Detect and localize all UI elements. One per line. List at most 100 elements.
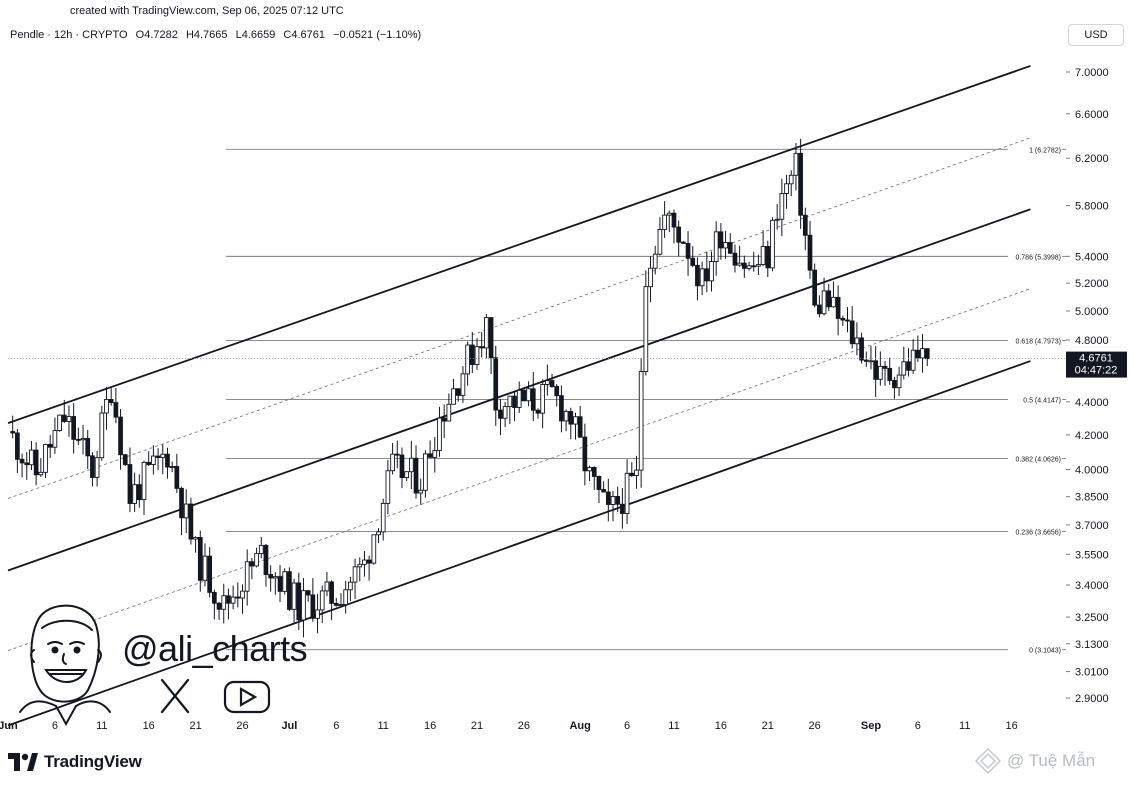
candle <box>230 585 236 610</box>
candle-body-down <box>676 226 682 243</box>
candle <box>399 447 405 489</box>
candle-body-down <box>75 438 81 441</box>
candle-body-up <box>563 411 569 422</box>
candle <box>610 490 616 522</box>
candle-body-down <box>263 544 269 575</box>
candle <box>418 478 424 505</box>
fib-label: 0.618 (4.7973) <box>1015 338 1061 345</box>
candle <box>601 481 606 493</box>
time-axis[interactable]: Jun 6 11 16 21 26 Jul 6 11 16 21 26 Aug 6 11 16 21 26 Sep 6… <box>0 720 1018 732</box>
candle-body-up <box>666 212 672 216</box>
candle <box>741 255 747 278</box>
candle-body-down <box>751 265 757 268</box>
date-tick-label: Jun <box>0 720 18 732</box>
price-tick-label: 3.4000 <box>1075 580 1109 592</box>
candle <box>136 474 142 508</box>
candle-body-down <box>671 212 677 228</box>
candle-body-down <box>174 466 180 489</box>
candle-body-up <box>896 374 902 389</box>
tradingview-brand[interactable]: TradingView <box>8 752 142 772</box>
price-tick-label: 5.4000 <box>1075 251 1109 263</box>
price-tick-label: 5.0000 <box>1075 306 1109 318</box>
candle <box>160 444 166 475</box>
candle-body-up <box>258 544 264 555</box>
candle <box>906 348 911 377</box>
candle-body-up <box>723 242 728 249</box>
candle <box>699 261 705 296</box>
date-tick-label: Jul <box>281 720 297 732</box>
candle-body-down <box>207 555 213 593</box>
candle <box>615 486 621 513</box>
candle-body-down <box>685 242 691 259</box>
candle <box>559 385 564 433</box>
candle-body-up <box>713 231 719 262</box>
candle-body-down <box>807 234 813 271</box>
candle-body-down <box>113 402 119 418</box>
candle <box>779 178 785 237</box>
candle <box>324 572 330 597</box>
candle <box>662 201 667 238</box>
candle <box>765 240 771 278</box>
candle-body-down <box>849 320 855 345</box>
candle <box>104 386 109 430</box>
candle <box>892 376 897 399</box>
candle-body-down <box>197 537 203 581</box>
candle-body-down <box>512 395 517 408</box>
candle-body-up <box>57 414 62 432</box>
candle-body-up <box>66 416 72 422</box>
candle <box>690 246 696 268</box>
date-tick-label: 16 <box>715 720 727 732</box>
currency-button[interactable]: USD <box>1068 24 1124 46</box>
price-axis[interactable]: 7.0000 6.6000 6.2000 5.8000 5.4000 5.2000 5.00… <box>1066 67 1109 705</box>
date-tick-label: 26 <box>809 720 821 732</box>
date-tick-label: 11 <box>959 720 970 732</box>
symbol-header: Pendle · 12h · CRYPTO O4.7282 H4.7665 L4… <box>10 29 426 41</box>
candle-body-up <box>610 496 616 505</box>
candle-body-down <box>601 489 606 493</box>
candle-body-up <box>291 582 297 610</box>
candle <box>540 379 546 429</box>
candle <box>263 544 269 587</box>
candle-body-down <box>840 317 846 321</box>
candle-body-down <box>718 231 724 249</box>
candle <box>315 593 320 634</box>
candle <box>840 315 846 326</box>
candle-body-up <box>371 534 377 564</box>
candle-body-up <box>390 453 395 472</box>
candle-body-down <box>704 268 710 282</box>
candle-body-up <box>240 590 245 599</box>
candle <box>695 257 700 301</box>
candle-body-up <box>516 389 522 408</box>
candle <box>174 453 180 493</box>
symbol-name[interactable]: Pendle · 12h · CRYPTO <box>10 29 128 41</box>
candle-body-up <box>624 472 630 514</box>
candle-body-up <box>746 265 752 269</box>
fib-retracement: 1 (6.2782) 0.786 (5.3998) 0.618 (4.7973) 0.… <box>226 147 1066 655</box>
candle-body-up <box>380 502 386 533</box>
candle-body-down <box>817 304 822 315</box>
candle-body-down <box>924 348 930 360</box>
candle-body-up <box>193 537 198 540</box>
candle-body-down <box>845 319 850 322</box>
candle-body-up <box>760 246 766 266</box>
candle <box>90 452 95 487</box>
candle-body-down <box>188 503 194 540</box>
candle <box>845 307 850 333</box>
candle-body-up <box>901 361 907 376</box>
candle-body-down <box>10 431 16 434</box>
candle <box>305 590 311 602</box>
date-tick-label: 6 <box>915 720 921 732</box>
candle <box>812 263 818 308</box>
candle <box>296 572 302 631</box>
candle-body-up <box>484 317 489 349</box>
candle-body-up <box>282 571 288 592</box>
date-tick-label: 16 <box>1006 720 1018 732</box>
candle-body-down <box>15 432 20 460</box>
candle <box>657 217 663 256</box>
candle <box>10 415 16 439</box>
candle <box>849 306 855 349</box>
candle <box>826 283 832 312</box>
candle <box>460 366 466 403</box>
candle <box>502 401 508 428</box>
